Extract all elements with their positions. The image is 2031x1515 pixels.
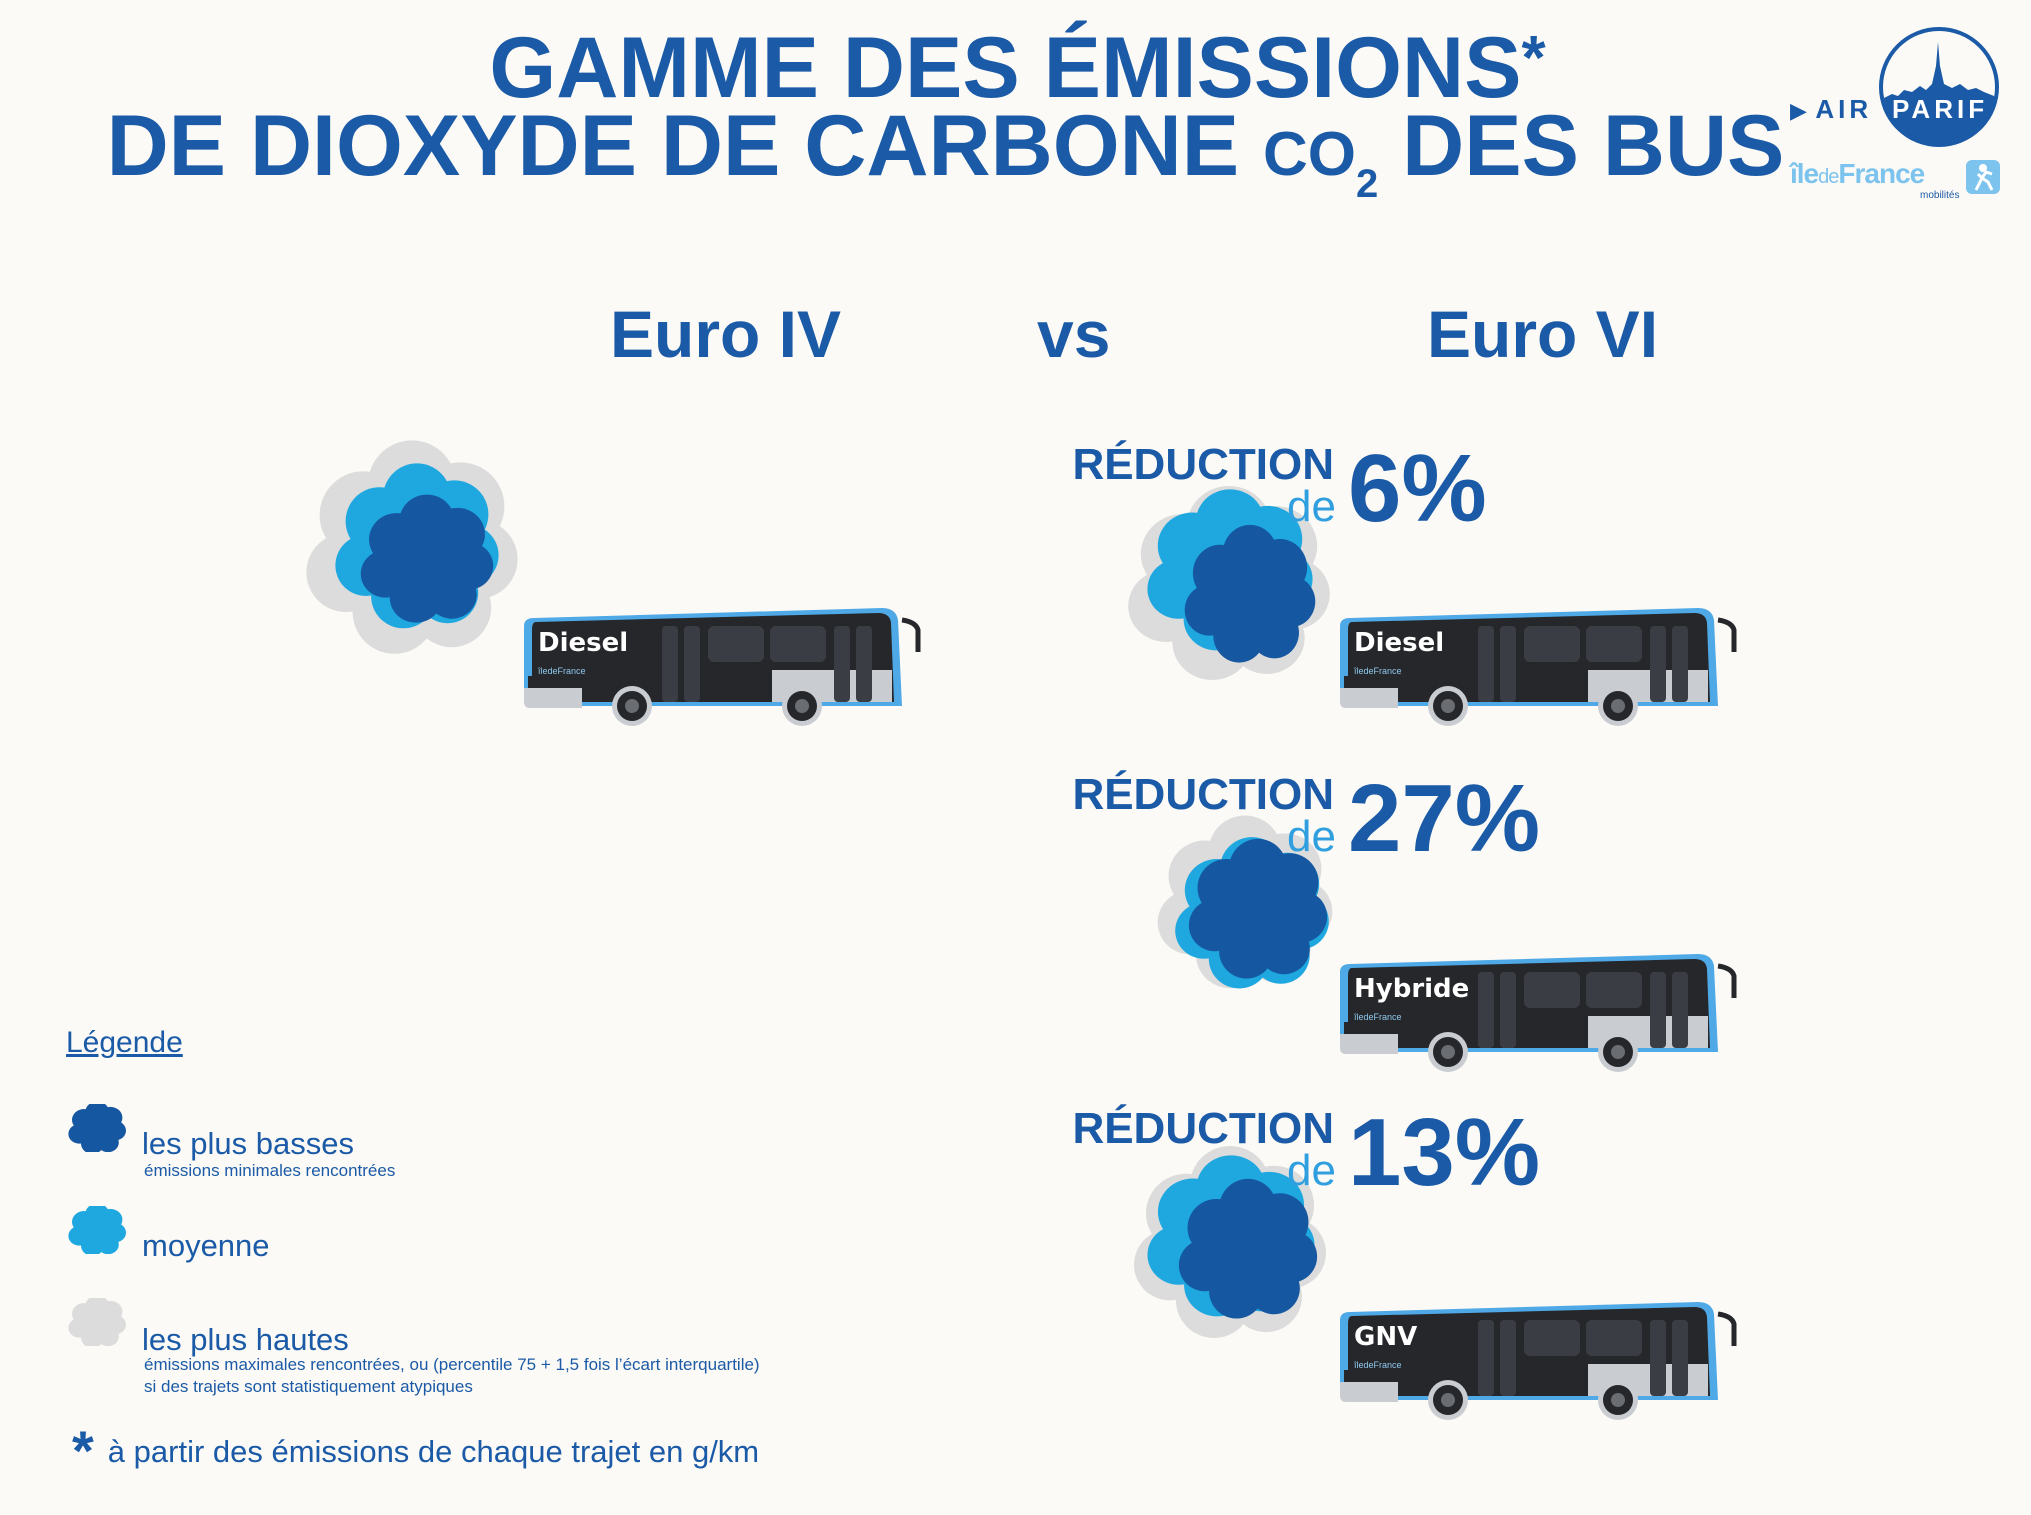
- bus-logo-text: îledeFrance: [1354, 1360, 1402, 1370]
- euro-iv-emission-cloud-icon: [306, 440, 518, 654]
- reduction-percent-gnv: 13%: [1348, 1099, 1541, 1206]
- reduction-de-diesel: de: [1287, 482, 1336, 531]
- reduction-de-hybride: de: [1287, 812, 1336, 861]
- column-header-euro-iv: Euro IV: [610, 297, 842, 371]
- title-line2-part2: DES BUS: [1378, 98, 1785, 194]
- euro-vi-hybride-bus: Hybride îledeFrance: [1338, 950, 1738, 1074]
- euro-iv-bus-label: Diesel: [538, 628, 629, 658]
- bus-logo-text: îledeFrance: [538, 666, 586, 676]
- title-line2-part1: DE DIOXYDE DE CARBONE: [106, 98, 1263, 194]
- footnote-asterisk: *: [72, 1419, 94, 1482]
- reduction-percent-diesel: 6%: [1348, 435, 1487, 542]
- legend-high-label: les plus hautes: [142, 1322, 349, 1357]
- idf-ile-text: île: [1790, 158, 1819, 189]
- euro-vi-diesel-bus-label: Diesel: [1354, 628, 1445, 658]
- legend-low-desc: émissions minimales rencontrées: [144, 1161, 396, 1180]
- euro-vi-hybride-bus-label: Hybride: [1354, 974, 1470, 1004]
- legend-high-desc2: si des trajets sont statistiquement atyp…: [144, 1377, 473, 1396]
- idf-mobilites-logo: îledeFrance mobilités: [1790, 158, 2010, 204]
- reduction-de-gnv: de: [1287, 1146, 1336, 1195]
- title-asterisk: *: [1521, 24, 1546, 93]
- airparif-air-text: AIR: [1815, 94, 1873, 124]
- bus-logo-text: îledeFrance: [1354, 1012, 1402, 1022]
- footnote-text: à partir des émissions de chaque trajet …: [107, 1434, 760, 1469]
- reduction-label-gnv: RÉDUCTION: [1072, 1104, 1334, 1153]
- reduction-label-hybride: RÉDUCTION: [1072, 770, 1334, 819]
- title-line1: GAMME DES ÉMISSIONS: [489, 20, 1522, 116]
- airparif-arrow-icon: ▶: [1790, 98, 1811, 123]
- title-co-subscript: 2: [1355, 162, 1379, 206]
- legend-high-desc1: émissions maximales rencontrées, ou (per…: [144, 1355, 760, 1374]
- legend-mid-cloud-icon: [68, 1206, 126, 1254]
- bus-logo-text: îledeFrance: [1354, 666, 1402, 676]
- column-header-euro-vi: Euro VI: [1427, 297, 1659, 371]
- reduction-label-diesel: RÉDUCTION: [1072, 440, 1334, 489]
- idf-france-text: France: [1838, 158, 1925, 189]
- euro-vi-diesel-bus: Diesel îledeFrance: [1338, 604, 1738, 728]
- footnote: * à partir des émissions de chaque trajet…: [72, 1418, 759, 1483]
- legend-title: Légende: [66, 1026, 183, 1059]
- airparif-logo: ▶ AIR PARIF: [1790, 24, 2010, 147]
- reduction-percent-hybride: 27%: [1348, 765, 1541, 872]
- page-title: GAMME DES ÉMISSIONS* DE DIOXYDE DE CARBO…: [0, 20, 2031, 223]
- legend-dark-cloud-icon: [68, 1104, 126, 1152]
- column-header-vs: vs: [1037, 297, 1111, 371]
- legend-grey-cloud-icon: [68, 1298, 126, 1346]
- idf-person-icon: [1966, 160, 2000, 194]
- legend-mid-label: moyenne: [142, 1228, 270, 1263]
- airparif-circle-icon: [1879, 27, 1999, 147]
- title-co: CO: [1262, 120, 1356, 189]
- legend-low-label: les plus basses: [142, 1126, 354, 1161]
- idf-de-text: de: [1818, 166, 1839, 188]
- idf-mobilites-text: mobilités: [1920, 190, 1960, 201]
- euro-vi-gnv-bus-label: GNV: [1354, 1322, 1418, 1352]
- euro-vi-gnv-bus: GNV îledeFrance: [1338, 1298, 1738, 1422]
- euro-iv-bus: Diesel îledeFrance: [522, 604, 922, 728]
- airparif-parif-text: PARIF: [1892, 94, 1989, 124]
